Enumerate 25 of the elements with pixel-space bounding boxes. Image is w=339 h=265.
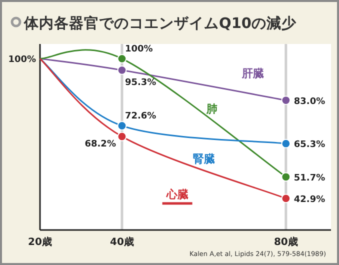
point — [117, 132, 127, 142]
data-label: 68.2% — [84, 140, 116, 150]
data-label: 95.3% — [124, 78, 156, 88]
point — [281, 138, 291, 148]
series-label: 腎臓 — [192, 152, 215, 166]
point — [281, 194, 291, 204]
series-label: 心臓 — [165, 188, 188, 202]
x-tick-label: 20歳 — [28, 236, 52, 248]
data-label: 72.6% — [124, 112, 156, 122]
annotation: 100% — [8, 55, 36, 66]
point — [281, 96, 291, 105]
series-label: 肝臓 — [241, 67, 264, 80]
point — [117, 65, 127, 75]
series-label: 肺 — [206, 102, 218, 116]
data-label: 51.7% — [294, 173, 326, 184]
point — [117, 121, 127, 130]
data-label: 83.0% — [294, 96, 326, 107]
point — [281, 172, 291, 182]
x-tick-label: 40歳 — [110, 236, 134, 248]
data-label: 100% — [124, 44, 153, 55]
data-label: 42.9% — [294, 194, 326, 205]
data-label: 65.3% — [294, 140, 326, 150]
x-tick-label: 80歳 — [274, 236, 298, 248]
point — [117, 54, 127, 64]
chart-title: 体内各器官でのコエンザイムQ10の減少 — [23, 14, 298, 32]
